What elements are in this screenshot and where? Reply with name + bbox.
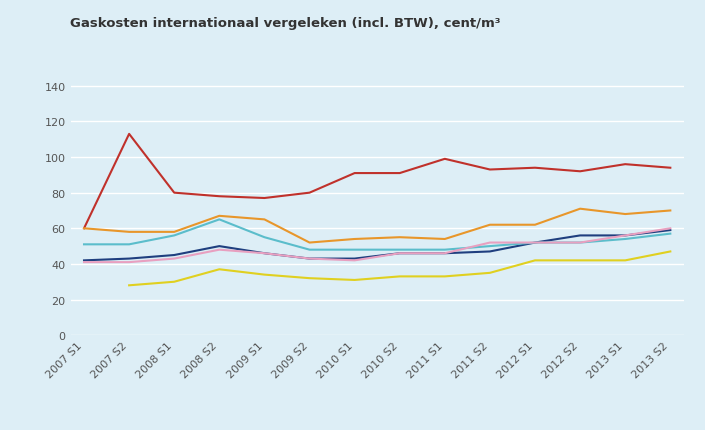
Frankrijk	[531, 240, 539, 246]
Frankrijk	[396, 251, 404, 256]
Nederland	[215, 214, 223, 219]
Frankrijk	[441, 251, 449, 256]
Denemarken	[260, 196, 269, 201]
Nederland	[350, 237, 359, 242]
Nederland	[486, 223, 494, 228]
Verenigd Koninkrijk	[260, 272, 269, 277]
Denemarken	[80, 226, 88, 231]
Denemarken	[305, 190, 314, 196]
Duitsland	[260, 235, 269, 240]
Verenigd Koninkrijk	[666, 249, 675, 255]
EU (27 landen)	[621, 233, 630, 239]
Frankrijk	[215, 248, 223, 253]
Denemarken	[125, 132, 133, 137]
EU (27 landen)	[80, 258, 88, 263]
EU (27 landen)	[170, 253, 178, 258]
Nederland	[260, 217, 269, 222]
Duitsland	[486, 244, 494, 249]
Line: Verenigd Koninkrijk: Verenigd Koninkrijk	[129, 252, 670, 286]
Verenigd Koninkrijk	[531, 258, 539, 263]
Duitsland	[125, 242, 133, 247]
Verenigd Koninkrijk	[125, 283, 133, 288]
EU (27 landen)	[486, 249, 494, 255]
Duitsland	[441, 248, 449, 253]
EU (27 landen)	[350, 256, 359, 261]
Frankrijk	[305, 256, 314, 261]
Verenigd Koninkrijk	[170, 280, 178, 285]
Duitsland	[80, 242, 88, 247]
Denemarken	[215, 194, 223, 200]
Text: Gaskosten internationaal vergeleken (incl. BTW), cent/m³: Gaskosten internationaal vergeleken (inc…	[70, 17, 501, 30]
Frankrijk	[80, 260, 88, 265]
Denemarken	[621, 162, 630, 167]
Duitsland	[666, 231, 675, 236]
Verenigd Koninkrijk	[305, 276, 314, 281]
Verenigd Koninkrijk	[441, 274, 449, 280]
Denemarken	[666, 166, 675, 171]
Frankrijk	[486, 240, 494, 246]
Line: Duitsland: Duitsland	[84, 220, 670, 250]
Nederland	[396, 235, 404, 240]
Frankrijk	[621, 233, 630, 239]
Line: Nederland: Nederland	[84, 209, 670, 243]
Duitsland	[396, 248, 404, 253]
Duitsland	[621, 237, 630, 242]
Verenigd Koninkrijk	[486, 270, 494, 276]
Duitsland	[305, 248, 314, 253]
Denemarken	[486, 168, 494, 173]
Verenigd Koninkrijk	[396, 274, 404, 280]
Duitsland	[576, 240, 584, 246]
Verenigd Koninkrijk	[576, 258, 584, 263]
Nederland	[125, 230, 133, 235]
Duitsland	[170, 233, 178, 239]
Frankrijk	[666, 226, 675, 231]
Denemarken	[170, 190, 178, 196]
Duitsland	[215, 217, 223, 222]
EU (27 landen)	[260, 251, 269, 256]
Duitsland	[350, 248, 359, 253]
Line: Frankrijk: Frankrijk	[84, 229, 670, 263]
EU (27 landen)	[576, 233, 584, 239]
Line: Denemarken: Denemarken	[84, 135, 670, 229]
Nederland	[441, 237, 449, 242]
Nederland	[80, 226, 88, 231]
Duitsland	[531, 240, 539, 246]
EU (27 landen)	[666, 228, 675, 233]
EU (27 landen)	[531, 240, 539, 246]
Nederland	[305, 240, 314, 246]
Denemarken	[441, 157, 449, 162]
Nederland	[531, 223, 539, 228]
Denemarken	[396, 171, 404, 176]
EU (27 landen)	[396, 251, 404, 256]
Verenigd Koninkrijk	[621, 258, 630, 263]
Frankrijk	[576, 240, 584, 246]
Denemarken	[350, 171, 359, 176]
EU (27 landen)	[125, 256, 133, 261]
Denemarken	[531, 166, 539, 171]
Denemarken	[576, 169, 584, 175]
EU (27 landen)	[305, 256, 314, 261]
Verenigd Koninkrijk	[215, 267, 223, 272]
Frankrijk	[125, 260, 133, 265]
Line: EU (27 landen): EU (27 landen)	[84, 230, 670, 261]
Nederland	[576, 207, 584, 212]
Nederland	[621, 212, 630, 217]
EU (27 landen)	[215, 244, 223, 249]
Frankrijk	[170, 256, 178, 261]
Frankrijk	[350, 258, 359, 263]
Frankrijk	[260, 251, 269, 256]
Nederland	[666, 209, 675, 214]
Verenigd Koninkrijk	[350, 278, 359, 283]
EU (27 landen)	[441, 251, 449, 256]
Nederland	[170, 230, 178, 235]
